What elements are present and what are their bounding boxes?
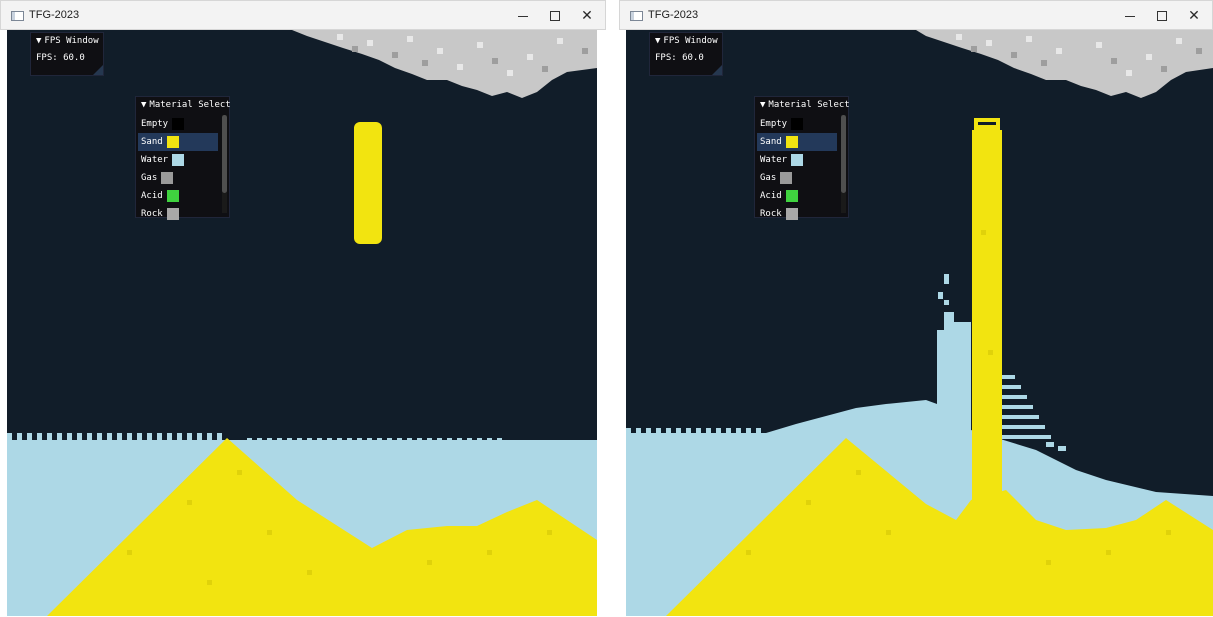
scrollbar-thumb[interactable] xyxy=(841,115,846,193)
maximize-icon xyxy=(1157,11,1167,21)
material-item-sand[interactable]: Sand xyxy=(757,133,837,151)
maximize-icon xyxy=(550,11,560,21)
color-swatch xyxy=(166,135,179,148)
triangle-down-icon[interactable]: ▼ xyxy=(36,36,42,46)
fps-window-title: FPS Window xyxy=(44,36,99,46)
title-bar[interactable]: TFG-2023 ✕ xyxy=(619,0,1213,30)
color-swatch xyxy=(785,207,798,220)
app-window-left: TFG-2023 ✕ xyxy=(0,0,606,617)
fps-readout: FPS: 60.0 xyxy=(36,53,85,63)
material-select-window[interactable]: ▼ Material Select Empty Sand Water Gas Ac… xyxy=(754,96,850,220)
fps-window-title: FPS Window xyxy=(663,36,718,46)
material-item-empty[interactable]: Empty xyxy=(138,115,218,133)
rock-cluster xyxy=(916,30,1213,98)
app-window-right: TFG-2023 ✕ xyxy=(619,0,1213,617)
water-surface xyxy=(7,433,502,443)
material-item-gas[interactable]: Gas xyxy=(757,169,837,187)
close-button[interactable]: ✕ xyxy=(573,5,601,27)
material-label: Rock xyxy=(760,209,782,219)
color-swatch xyxy=(780,171,793,184)
title-bar[interactable]: TFG-2023 ✕ xyxy=(0,0,606,30)
material-label: Acid xyxy=(760,191,782,201)
app-icon xyxy=(11,11,24,21)
resize-grip[interactable] xyxy=(93,65,103,75)
sand-pile xyxy=(47,438,597,616)
water-surface xyxy=(626,274,1066,451)
close-icon: ✕ xyxy=(1188,8,1200,24)
maximize-button[interactable] xyxy=(1148,5,1176,27)
material-item-water[interactable]: Water xyxy=(757,151,837,169)
material-list: Empty Sand Water Gas Acid Rock xyxy=(757,115,837,223)
material-label: Empty xyxy=(760,119,788,129)
material-item-acid[interactable]: Acid xyxy=(138,187,218,205)
triangle-down-icon[interactable]: ▼ xyxy=(141,100,147,110)
app-icon xyxy=(630,11,643,21)
color-swatch xyxy=(791,117,804,130)
maximize-button[interactable] xyxy=(541,5,569,27)
rock-cluster xyxy=(292,30,597,98)
fps-readout: FPS: 60.0 xyxy=(655,53,704,63)
sand-column xyxy=(972,130,1002,510)
minimize-icon xyxy=(518,15,528,17)
resize-grip[interactable] xyxy=(712,65,722,75)
window-title: TFG-2023 xyxy=(29,9,80,21)
color-swatch xyxy=(166,207,179,220)
material-item-rock[interactable]: Rock xyxy=(757,205,837,223)
fps-window[interactable]: ▼ FPS Window FPS: 60.0 xyxy=(649,32,723,76)
material-item-gas[interactable]: Gas xyxy=(138,169,218,187)
material-label: Acid xyxy=(141,191,163,201)
material-item-acid[interactable]: Acid xyxy=(757,187,837,205)
material-list: Empty Sand Water Gas Acid Rock xyxy=(138,115,218,223)
minimize-button[interactable] xyxy=(509,5,537,27)
scrollbar-thumb[interactable] xyxy=(222,115,227,193)
material-item-rock[interactable]: Rock xyxy=(138,205,218,223)
color-swatch xyxy=(166,189,179,202)
material-label: Water xyxy=(141,155,169,165)
scrollbar[interactable] xyxy=(222,115,227,213)
falling-sand-column xyxy=(354,122,382,244)
simulation-canvas[interactable]: ▼ FPS Window FPS: 60.0 ▼ Material Select E… xyxy=(626,30,1213,616)
simulation-canvas[interactable]: ▼ FPS Window FPS: 60.0 ▼ Material Select E… xyxy=(7,30,597,616)
material-item-empty[interactable]: Empty xyxy=(757,115,837,133)
triangle-down-icon[interactable]: ▼ xyxy=(655,36,661,46)
material-label: Rock xyxy=(141,209,163,219)
fps-window[interactable]: ▼ FPS Window FPS: 60.0 xyxy=(30,32,104,76)
color-swatch xyxy=(785,189,798,202)
close-icon: ✕ xyxy=(581,8,593,24)
simulation-scene xyxy=(7,30,597,616)
sand-pile xyxy=(666,438,1213,616)
material-label: Gas xyxy=(141,173,158,183)
close-button[interactable]: ✕ xyxy=(1180,5,1208,27)
material-select-title: Material Select xyxy=(149,100,231,110)
color-swatch xyxy=(172,117,185,130)
color-swatch xyxy=(172,153,185,166)
simulation-scene xyxy=(626,30,1213,616)
material-item-water[interactable]: Water xyxy=(138,151,218,169)
material-label: Sand xyxy=(141,137,163,147)
material-select-title: Material Select xyxy=(768,100,850,110)
color-swatch xyxy=(785,135,798,148)
scrollbar[interactable] xyxy=(841,115,846,213)
material-label: Water xyxy=(760,155,788,165)
color-swatch xyxy=(161,171,174,184)
material-item-sand[interactable]: Sand xyxy=(138,133,218,151)
material-label: Gas xyxy=(760,173,777,183)
minimize-button[interactable] xyxy=(1116,5,1144,27)
window-title: TFG-2023 xyxy=(648,9,699,21)
material-select-window[interactable]: ▼ Material Select Empty Sand Water Gas Ac… xyxy=(135,96,231,220)
minimize-icon xyxy=(1125,15,1135,17)
color-swatch xyxy=(791,153,804,166)
material-label: Sand xyxy=(760,137,782,147)
triangle-down-icon[interactable]: ▼ xyxy=(760,100,766,110)
material-label: Empty xyxy=(141,119,169,129)
